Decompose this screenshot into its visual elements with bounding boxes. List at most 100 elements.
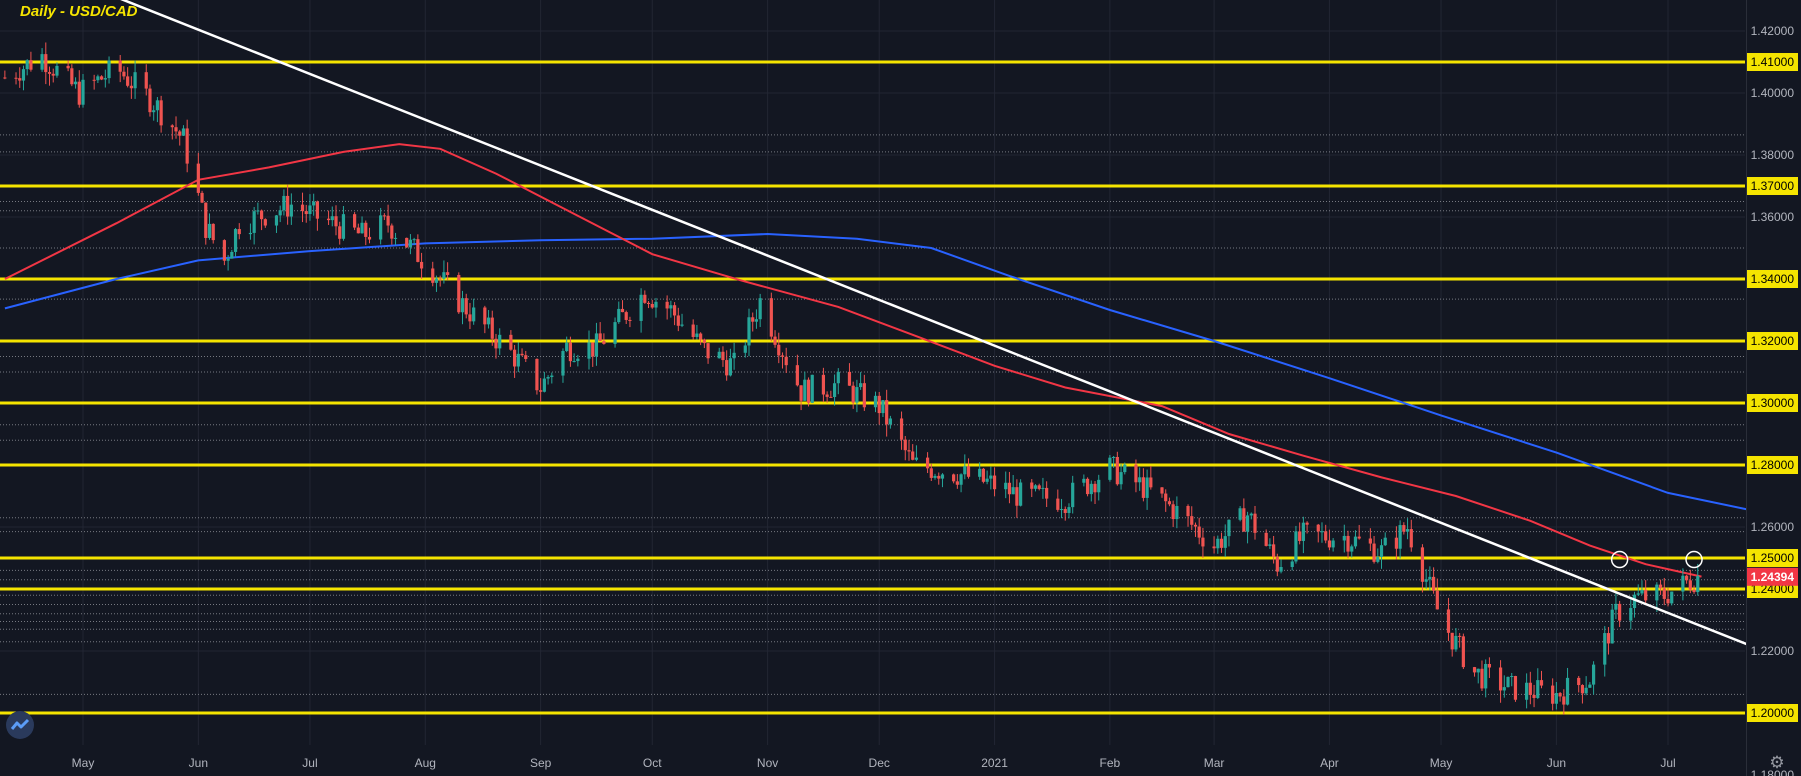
candle-body	[1190, 516, 1194, 525]
candle-body	[379, 215, 383, 240]
candle-body	[1045, 487, 1049, 499]
candle-body	[512, 349, 517, 367]
candle-body	[230, 251, 234, 259]
candle-body	[126, 76, 130, 86]
candle-body	[981, 468, 985, 482]
candle-body	[14, 77, 18, 79]
candle-body	[806, 379, 811, 403]
candle-body	[1428, 576, 1432, 580]
candle-body	[1085, 478, 1090, 495]
candle-body	[810, 374, 814, 403]
time-tick-label: Mar	[1204, 756, 1225, 770]
candle-body	[446, 272, 450, 275]
candle-body	[565, 342, 569, 352]
candle-body	[721, 351, 725, 361]
candle-body	[431, 268, 435, 283]
candle-body	[1480, 668, 1484, 689]
candle-body	[699, 333, 703, 340]
candle-body	[1320, 531, 1324, 533]
candle-body	[598, 333, 602, 341]
candle-body	[1450, 632, 1454, 650]
chart-grid	[0, 0, 1745, 776]
candle-body	[602, 340, 606, 344]
candle-body	[486, 317, 491, 325]
candle-body	[1506, 676, 1510, 688]
candle-body	[1632, 594, 1637, 609]
candle-body	[204, 202, 208, 238]
candle-body	[572, 361, 576, 363]
candle-body	[1071, 482, 1075, 508]
candle-body	[1030, 482, 1034, 489]
candle-body	[1510, 676, 1514, 678]
candle-body	[360, 222, 364, 234]
candle-body	[326, 218, 331, 221]
candle-body	[1446, 609, 1451, 633]
candle-body	[1554, 693, 1558, 704]
candle-body	[185, 128, 189, 164]
candle-body	[367, 236, 372, 240]
ma-fast-line	[4, 143, 1702, 578]
tradingview-logo-icon[interactable]	[6, 711, 34, 739]
price-level-label: 1.25000	[1751, 551, 1795, 565]
candle-body	[825, 394, 829, 397]
candle-body	[754, 319, 759, 322]
candle-body	[524, 355, 528, 359]
candle-body	[561, 351, 565, 376]
candle-body	[594, 333, 599, 357]
candle-body	[646, 302, 651, 304]
price-level-badge	[1746, 394, 1798, 412]
candle-body	[81, 79, 85, 105]
price-axis: 1.42000 1.40000 1.38000 1.36000 1.26000 1.220…	[1746, 0, 1801, 776]
candle-body	[978, 468, 982, 477]
candle-body	[1167, 501, 1172, 505]
candle-body	[899, 418, 904, 440]
candle-body	[1688, 580, 1692, 590]
price-level-label: 1.34000	[1751, 272, 1795, 286]
candle-body	[1186, 505, 1190, 517]
candle-body	[490, 317, 494, 339]
candle-body	[498, 334, 502, 349]
candle-body	[1528, 682, 1532, 695]
price-level-label: 1.30000	[1751, 396, 1795, 410]
candle-body	[1458, 635, 1462, 637]
candle-body	[1525, 682, 1529, 700]
moving-average-slow	[4, 232, 1758, 513]
candle-body	[289, 204, 293, 217]
candle-body	[1164, 493, 1168, 502]
candle-body	[1536, 680, 1540, 698]
candle-body	[1011, 487, 1015, 495]
price-tick-label: 1.42000	[1751, 24, 1795, 38]
price-level-badge	[1746, 456, 1798, 474]
candle-body	[1301, 522, 1305, 541]
candle-body	[859, 383, 863, 388]
candle-body	[334, 216, 338, 227]
candle-body	[620, 308, 625, 313]
annotation-circle	[1685, 550, 1703, 569]
candle-body	[1327, 540, 1332, 548]
candle-body	[1379, 545, 1384, 557]
price-tick-label: 1.40000	[1751, 86, 1795, 100]
candle-body	[118, 60, 122, 72]
candle-body	[1603, 633, 1607, 665]
candle-body	[96, 76, 100, 81]
candle-body	[1108, 457, 1112, 480]
candle-body	[769, 298, 773, 337]
candle-body	[1562, 696, 1566, 705]
candle-body	[1368, 538, 1372, 544]
candle-body	[1089, 483, 1093, 495]
candle-body	[955, 481, 959, 485]
candle-body	[107, 60, 111, 79]
price-tick-label: 1.22000	[1751, 644, 1795, 658]
gear-icon[interactable]: ⚙	[1769, 753, 1785, 773]
axis-separator	[1746, 0, 1747, 776]
candle-body	[643, 294, 647, 303]
candle-body	[144, 72, 148, 89]
price-level-label: 1.32000	[1751, 334, 1795, 348]
candle-body	[1636, 593, 1640, 595]
candle-body	[1696, 575, 1700, 593]
candle-body	[222, 240, 226, 261]
time-tick-label: Oct	[643, 756, 662, 770]
candle-body	[308, 205, 312, 215]
price-level-badge	[1746, 332, 1798, 350]
